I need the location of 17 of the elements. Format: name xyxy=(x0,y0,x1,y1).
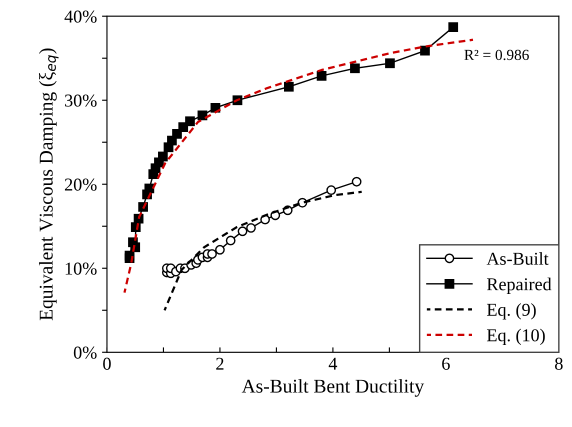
legend-label: Eq. (9) xyxy=(486,303,536,320)
annotation: R² = 0.986 xyxy=(464,50,529,60)
y-tick-label: 30% xyxy=(65,94,97,107)
x-tick-label: 0 xyxy=(103,358,111,370)
x-tick-label: 8 xyxy=(555,358,563,370)
x-tick-label: 2 xyxy=(216,358,224,370)
legend-label: As-Built xyxy=(486,252,549,265)
y-tick-label: 40% xyxy=(64,10,97,23)
y-axis-title: Equivalent Viscous Damping (ξ$_{eq}$) xyxy=(38,48,59,320)
legend-label: Repaired xyxy=(486,278,552,294)
y-tick-label: 20% xyxy=(64,178,97,191)
x-axis-title: As-Built Bent Ductility xyxy=(242,379,424,397)
x-tick-label: 4 xyxy=(328,358,338,370)
y-tick-label: 0% xyxy=(74,346,97,359)
legend-label: Eq. (10) xyxy=(486,328,545,346)
x-tick-label: 6 xyxy=(442,358,450,370)
y-tick-label: 10% xyxy=(66,262,97,275)
